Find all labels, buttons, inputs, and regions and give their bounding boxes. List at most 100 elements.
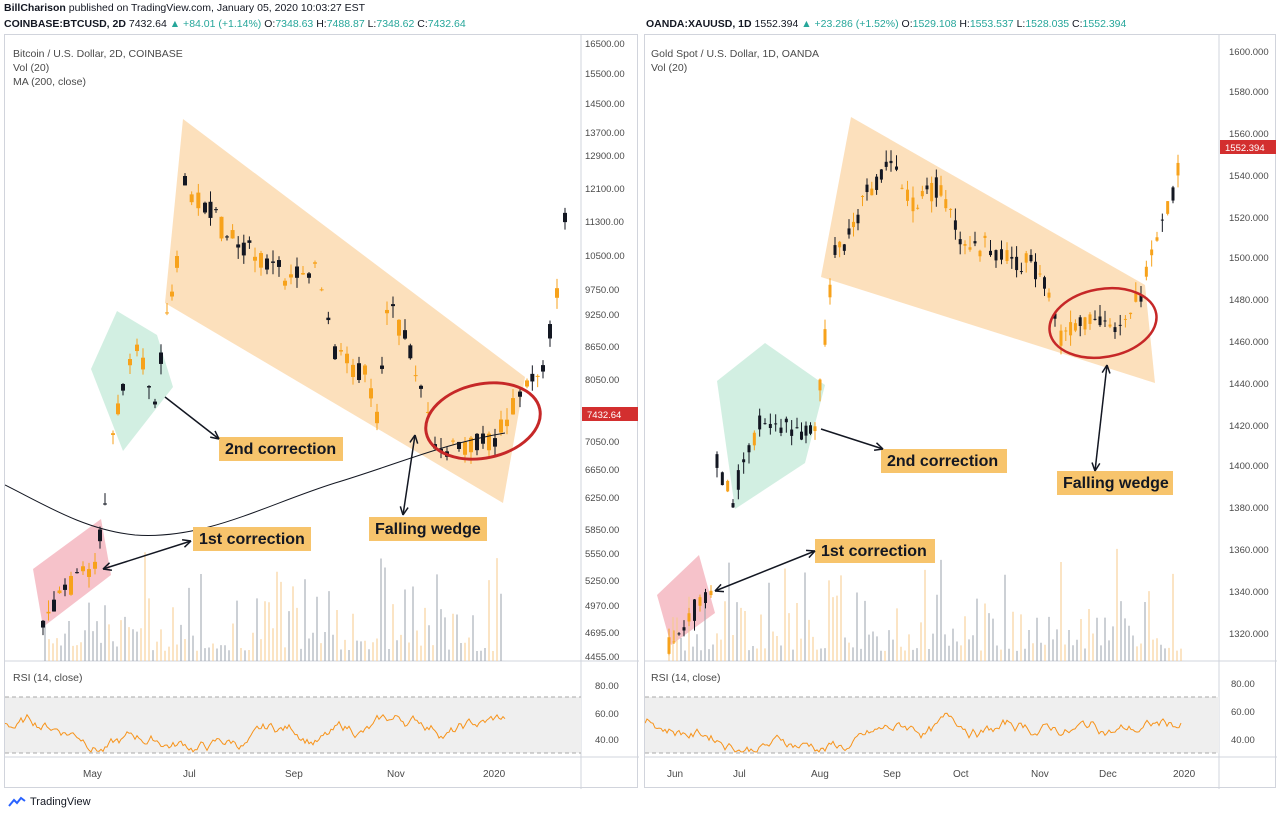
gold-chart-panel[interactable]: 2nd correction 1st correction Falling wedg…	[644, 34, 1277, 789]
author-name[interactable]: BillCharison	[4, 2, 66, 14]
gold-1st-correction-zone	[657, 555, 715, 645]
btc-chart-svg[interactable]: 2nd correction 1st correction Falling wedg…	[5, 35, 639, 789]
gold-candle-body	[925, 185, 929, 190]
gold-candle-body	[1083, 317, 1087, 330]
gold-candle-body	[994, 250, 998, 261]
gold-candle-body	[973, 241, 977, 244]
btc-candle-body	[141, 357, 145, 370]
btc-candle-body	[175, 256, 179, 268]
btc-candle-body	[277, 260, 281, 267]
btc-candle-body	[103, 503, 107, 505]
gold-time-tick: Oct	[953, 769, 969, 780]
btc-candle-body	[121, 383, 125, 391]
btc-candle-body	[75, 572, 79, 574]
gold-candle-body	[726, 480, 730, 492]
gold-price-tick: 1380.000	[1229, 503, 1269, 514]
btc-time-tick: Sep	[285, 769, 303, 780]
gold-vol-label: Vol (20)	[651, 62, 688, 74]
btc-price-tag: 7432.64	[587, 410, 621, 421]
btc-candle-body	[555, 288, 559, 298]
gold-candle-body	[818, 379, 822, 391]
btc-candle-body	[339, 350, 343, 352]
btc-chart-panel[interactable]: 2nd correction 1st correction Falling wedg…	[4, 34, 639, 789]
btc-candle-body	[351, 364, 355, 377]
btc-candle-body	[333, 346, 337, 360]
btc-label-falling-wedge-box	[369, 517, 487, 541]
btc-time-tick: May	[83, 769, 102, 780]
gold-candle-body	[790, 429, 794, 436]
btc-price-tick: 6250.00	[585, 493, 619, 504]
gold-candle-body	[698, 597, 702, 606]
gold-label-2nd-correction-box	[881, 449, 1007, 473]
right-l-label: L:	[1016, 18, 1026, 30]
gold-candle-body	[709, 590, 713, 596]
gold-candle-body	[895, 166, 898, 170]
gold-candle-body	[1123, 318, 1127, 320]
btc-time-tick: Jul	[183, 769, 196, 780]
btc-candle-body	[208, 201, 213, 218]
gold-rsi-label: RSI (14, close)	[651, 672, 721, 684]
btc-price-tick: 8050.00	[585, 375, 619, 386]
btc-price-tick: 15500.00	[585, 69, 625, 80]
gold-arrow-wedge-head	[1091, 462, 1101, 472]
btc-candle-body	[253, 256, 257, 261]
btc-rsi-label: RSI (14, close)	[13, 672, 83, 684]
gold-candle-body	[1093, 318, 1097, 320]
btc-candle-body	[518, 391, 522, 397]
gold-candle-body	[687, 613, 691, 622]
gold-candle-body	[804, 425, 808, 436]
gold-time-tick: Jul	[733, 769, 746, 780]
gold-label-falling-wedge-box	[1057, 471, 1173, 495]
gold-candle-body	[828, 284, 832, 298]
left-close: 7432.64	[427, 18, 466, 30]
gold-arrow-wedge-head	[1101, 364, 1111, 374]
btc-candle-body	[319, 289, 324, 291]
btc-rsi-tick: 60.00	[595, 709, 619, 720]
right-o-label: O:	[901, 18, 913, 30]
gold-candle-body	[768, 423, 772, 429]
gold-candle-body	[1088, 314, 1092, 324]
btc-candle-body	[63, 584, 67, 590]
btc-time-tick: 2020	[483, 769, 506, 780]
gold-candle-body	[1010, 256, 1014, 259]
left-c-label: C:	[417, 18, 428, 30]
gold-falling-channel	[821, 117, 1155, 383]
brand-name: TradingView	[30, 796, 91, 808]
gold-rsi-tick: 60.00	[1231, 707, 1255, 718]
tradingview-footer[interactable]: TradingView	[8, 796, 91, 808]
gold-candle-body	[704, 592, 707, 603]
gold-candle-body	[847, 228, 851, 235]
tradingview-logo-icon	[8, 796, 26, 807]
right-symbol: OANDA:XAUUSD, 1D	[646, 18, 752, 30]
btc-candle-body	[413, 375, 418, 377]
left-open: 7348.63	[275, 18, 314, 30]
right-last: 1552.394	[754, 18, 799, 30]
gold-candle-body	[800, 431, 803, 440]
gold-candle-body	[813, 426, 817, 432]
btc-label-2nd-correction: 2nd correction	[225, 441, 336, 458]
gold-candle-body	[963, 244, 967, 246]
gold-time-tick: Dec	[1099, 769, 1117, 780]
btc-candle-body	[159, 352, 163, 364]
btc-candle-body	[385, 309, 389, 314]
btc-candle-body	[271, 261, 275, 263]
btc-candle-body	[403, 330, 407, 339]
gold-candle-body	[968, 247, 972, 250]
btc-candle-body	[548, 324, 552, 339]
left-o-label: O:	[264, 18, 276, 30]
gold-price-tick: 1400.000	[1229, 461, 1269, 472]
gold-candle-body	[1113, 327, 1117, 333]
gold-candle-body	[920, 190, 924, 197]
gold-candle-body	[911, 197, 915, 212]
gold-label-2nd-correction: 2nd correction	[887, 453, 998, 470]
gold-chart-svg[interactable]: 2nd correction 1st correction Falling wedg…	[645, 35, 1277, 789]
btc-candle-body	[203, 202, 207, 213]
gold-candle-body	[747, 445, 751, 453]
btc-candle-body	[225, 236, 229, 238]
gold-candle-body	[809, 425, 812, 434]
btc-price-tag-box	[582, 407, 638, 421]
btc-price-tick: 12900.00	[585, 151, 625, 162]
gold-candle-body	[1118, 324, 1122, 326]
btc-rsi-tick: 40.00	[595, 735, 619, 746]
gold-legend: Gold Spot / U.S. Dollar, 1D, OANDA Vol (…	[651, 47, 819, 75]
